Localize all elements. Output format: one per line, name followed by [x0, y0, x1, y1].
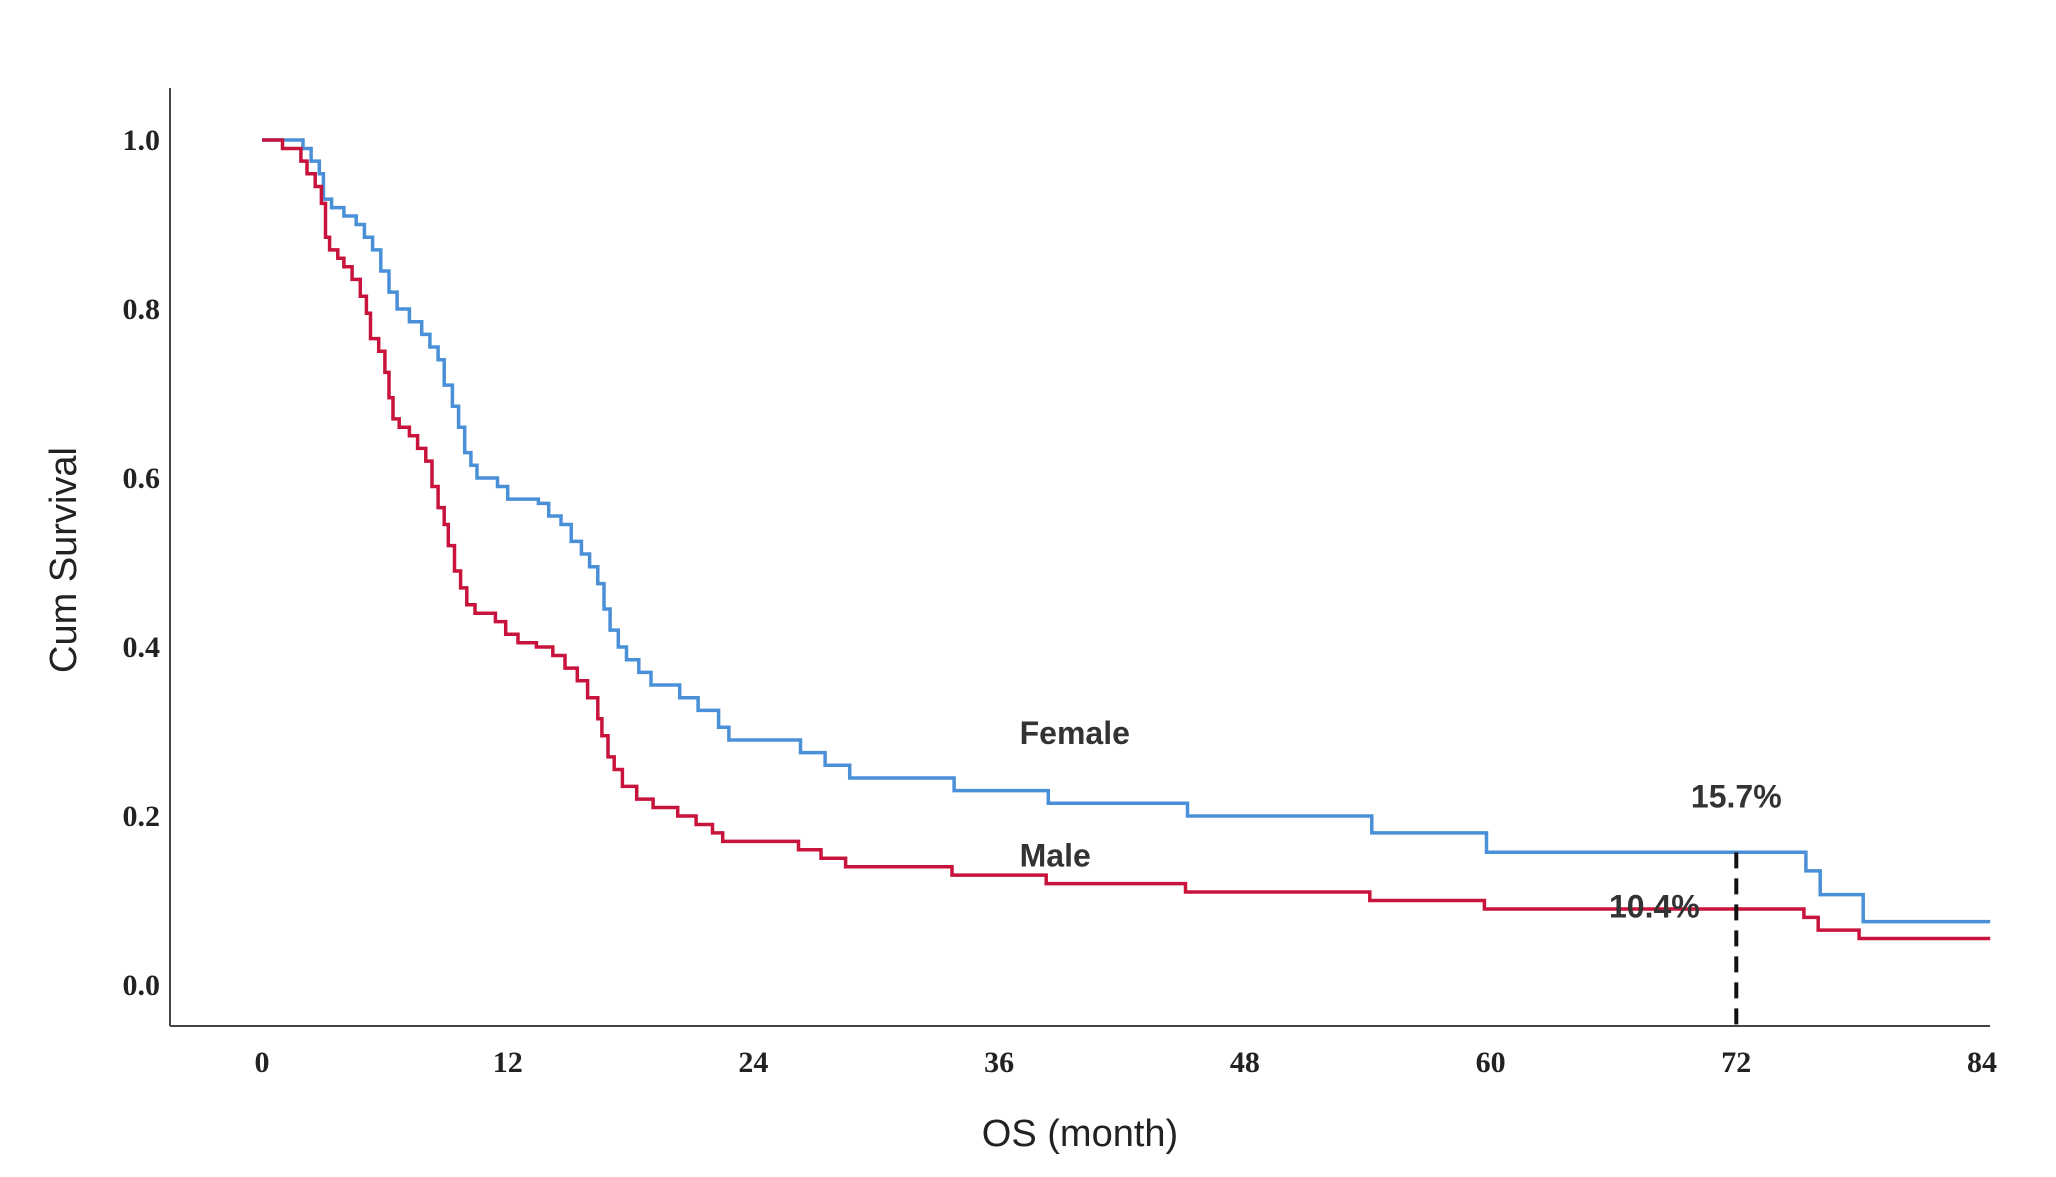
y-tick-label: 0.0 [123, 969, 161, 1002]
survival-curve-male [262, 138, 1991, 941]
x-tick-label: 12 [493, 1046, 523, 1079]
y-axis-title: Cum Survival [43, 447, 85, 673]
x-tick-label: 72 [1721, 1046, 1751, 1079]
y-tick-label: 0.8 [123, 293, 161, 326]
axes [169, 88, 1990, 1027]
y-tick-label: 0.6 [123, 462, 161, 495]
ticks: 0 12 24 36 48 60 72 84 0.0 0.2 0.4 0.6 0.8 1.0 [123, 124, 1998, 1079]
x-axis-title: OS (month) [982, 1113, 1178, 1155]
x-tick-label: 48 [1230, 1046, 1260, 1079]
series-label-female: Female [1020, 715, 1130, 751]
annotation-female-72mo: 15.7% [1691, 779, 1782, 815]
y-tick-label: 0.4 [123, 631, 161, 664]
series-label-male: Male [1020, 838, 1091, 874]
y-tick-label: 0.2 [123, 800, 161, 833]
survival-curve-female [262, 138, 1991, 924]
x-tick-label: 0 [255, 1046, 270, 1079]
x-tick-label: 36 [984, 1046, 1014, 1079]
series [262, 138, 1991, 941]
y-tick-label: 1.0 [123, 124, 161, 157]
x-tick-label: 60 [1476, 1046, 1506, 1079]
annotations: Female Male 15.7% 10.4% [1020, 715, 1782, 1026]
annotation-male-72mo: 10.4% [1609, 888, 1700, 924]
x-tick-label: 84 [1967, 1046, 1997, 1079]
x-tick-label: 24 [738, 1046, 768, 1079]
